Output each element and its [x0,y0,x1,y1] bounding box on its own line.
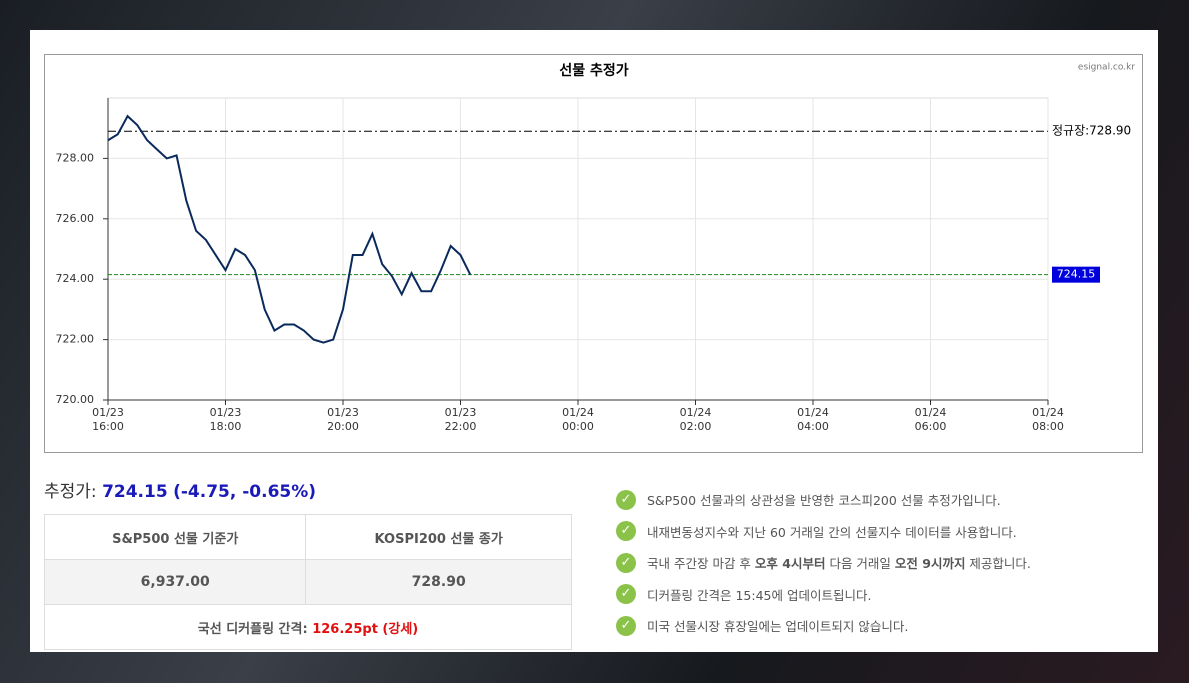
note-emphasis: 오후 4시부터 [754,556,826,572]
summary: 추정가: 724.15 (-4.75, -0.65%) [44,477,316,502]
note-text: 국내 주간장 마감 후 [647,556,755,572]
note-emphasis: 오전 9시까지 [894,556,966,572]
cell: 6,937.00 [43,559,307,605]
y-tick-label: 720.00 [56,393,95,406]
note: 내재변동성지수와 지난 60 거래일 간의 선물지수 데이터를 사용합니다. [616,516,1031,548]
note-text: 디커플링 간격은 15:45에 업데이트됩니다. [647,587,872,603]
panel: 선물 추정가 esignal.co.kr 720.00 722.00 724.00 7… [30,30,1158,652]
chart-title: 선물 추정가 [559,62,628,79]
line [107,114,472,344]
reference-label: 정규장:728.90 [1052,124,1131,138]
note: 미국 선물시장 휴장일에는 업데이트되지 않습니다. [616,610,1031,642]
note: S&P500 선물과의 상관성을 반영한 코스피200 선물 추정가입니다. [616,484,1031,516]
note: 국내 주간장 마감 후 오후 4시부터 다음 거래일 오전 9시까지 제공합니다… [616,547,1031,579]
summary-change: (-4.75, -0.65%) [173,482,317,502]
note-text: 다음 거래일 [825,556,895,572]
notes: S&P500 선물과의 상관성을 반영한 코스피200 선물 추정가입니다. 내재… [616,484,1031,642]
reference-label: 724.15 [1057,268,1096,281]
reference-label-box [1052,266,1100,283]
y-tick-label: 726.00 [56,212,95,225]
summary-value: 724.15 [102,482,168,502]
x-tick-label: 01/23 22:00 [444,406,477,433]
x-tick-label: 01/23 18:00 [209,406,242,433]
gap-label: 국선 디커플링 간격: [197,621,308,637]
note-text: 내재변동성지수와 지난 60 거래일 간의 선물지수 데이터를 사용합니다. [647,524,1017,540]
x-tick-label: 01/23 16:00 [92,406,124,433]
header: KOSPI200 선물 종가 [305,514,572,560]
header: S&P500 선물 기준가 [43,514,307,560]
gap-value: 126.25pt (강세) [312,621,419,637]
summary-label: 추정가: [44,482,97,502]
x-tick-label: 01/24 08:00 [1032,406,1064,433]
x-tick-label: 01/24 06:00 [914,406,947,433]
source: esignal.co.kr [1078,63,1135,73]
y-tick-label: 722.00 [56,333,95,346]
x-tick-label: 01/24 04:00 [797,406,829,433]
y-tick-label: 724.00 [56,272,95,285]
x-tick-label: 01/24 02:00 [679,406,712,433]
x-tick-label: 01/24 00:00 [562,406,594,433]
note-text: S&P500 선물과의 상관성을 반영한 코스피200 선물 추정가입니다. [647,493,1001,509]
cell: 728.90 [305,559,572,605]
gap-row: 국선 디커플링 간격: 126.25pt (강세) [44,604,572,650]
info-table: S&P500 선물 기준가 KOSPI200 선물 종가 6,937.00 728.… [43,514,572,650]
x-tick-label: 01/23 20:00 [327,406,359,433]
chart-box: 선물 추정가 esignal.co.kr 720.00 722.00 724.00 7… [44,54,1143,453]
note-text: 제공합니다. [965,556,1031,572]
y-tick-label: 728.00 [56,151,95,164]
note: 디커플링 간격은 15:45에 업데이트됩니다. [616,579,1031,611]
chart: 선물 추정가 esignal.co.kr 720.00 722.00 724.00 7… [56,62,1136,406]
note-text: 미국 선물시장 휴장일에는 업데이트되지 않습니다. [647,619,909,635]
